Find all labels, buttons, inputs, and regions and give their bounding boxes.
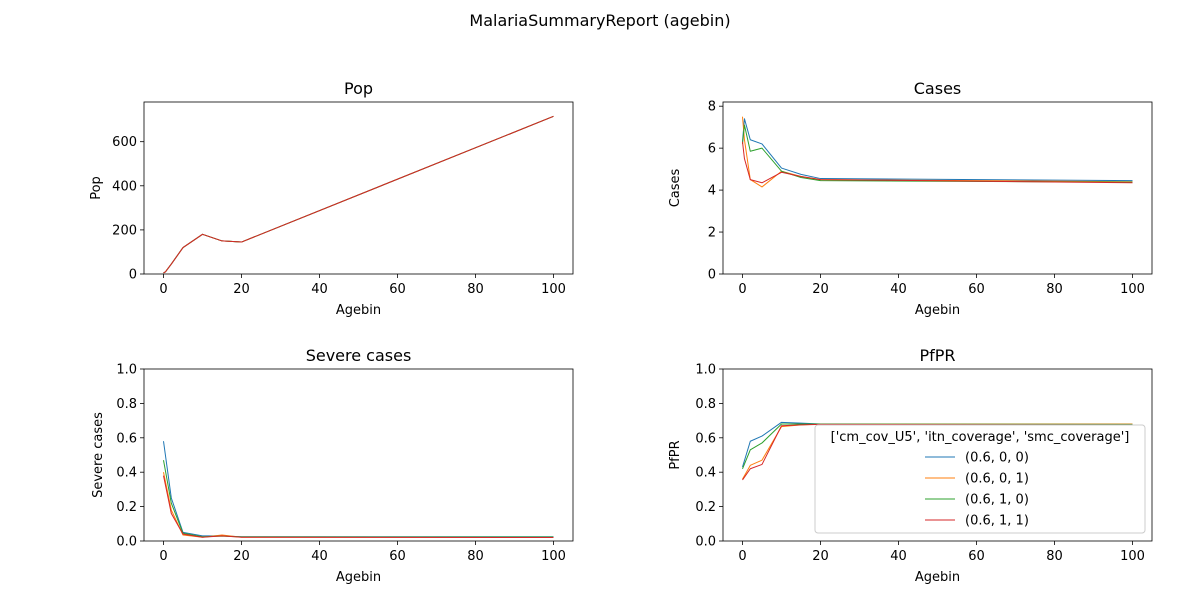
cases-axes-frame — [722, 101, 1153, 275]
cases-x-tick-label: 0 — [738, 282, 746, 297]
cases-y-tick-label: 6 — [708, 142, 716, 157]
pop-y-tick-label: 0 — [129, 268, 137, 283]
cases-x-tick-label: 100 — [1120, 282, 1145, 297]
pfpr-x-tick-label: 100 — [1120, 549, 1145, 564]
severe-cases-x-axis-label: Agebin — [336, 570, 381, 585]
pfpr-x-tick-label: 60 — [968, 549, 985, 564]
pop-series-line-0-6-1-1 — [163, 115, 554, 274]
pfpr-y-tick-label: 0.4 — [695, 466, 716, 481]
pop-series-lines — [163, 115, 554, 274]
severe-cases-y-axis-label: Severe cases — [91, 412, 106, 498]
cases-y-tick-label: 4 — [708, 184, 716, 199]
severe-cases-title: Severe cases — [306, 346, 412, 365]
severe-cases-series-line-0-6-0-1 — [163, 472, 554, 538]
pfpr-series-line-0-6-1-1 — [742, 423, 1133, 481]
cases-series-line-0-6-1-0 — [742, 124, 1133, 183]
pfpr-y-tick-label: 0.6 — [695, 431, 716, 446]
pfpr-series-lines — [742, 421, 1133, 481]
pop-axes-frame — [143, 101, 574, 275]
cases-y-tick-label: 2 — [708, 226, 716, 241]
pfpr-title: PfPR — [919, 346, 955, 365]
cases-y-tick-label: 8 — [708, 100, 716, 115]
pop-y-tick-label: 600 — [112, 135, 137, 150]
cases-series-lines — [742, 116, 1133, 188]
severe-cases-y-tick-label: 0.6 — [116, 431, 137, 446]
pfpr-x-tick-label: 0 — [738, 549, 746, 564]
cases-series-line-0-6-1-1 — [742, 141, 1133, 184]
pop-x-tick-label: 80 — [467, 282, 484, 297]
severe-cases-x-tick-label: 0 — [159, 549, 167, 564]
legend-entry-0-6-0-1: (0.6, 0, 1) — [965, 472, 1029, 487]
severe-cases-axes-frame — [143, 368, 574, 542]
pop-x-axis-label: Agebin — [336, 303, 381, 318]
severe-cases-series-lines — [163, 441, 554, 539]
pop-x-tick-label: 60 — [389, 282, 406, 297]
pfpr-x-tick-label: 20 — [812, 549, 829, 564]
severe-cases-x-tick-label: 40 — [311, 549, 328, 564]
pfpr-axes-frame — [722, 368, 1153, 542]
chart-panel-severe-cases: 0 20 40 60 80 100 0.0 0.2 0.4 0.6 0.8 1.0 Severe cas… — [91, 346, 574, 585]
pop-x-tick-label: 0 — [159, 282, 167, 297]
pfpr-y-tick-label: 1.0 — [695, 363, 716, 378]
pop-y-axis-label: Pop — [89, 176, 104, 200]
legend-title: ['cm_cov_U5', 'itn_coverage', 'smc_cover… — [831, 430, 1130, 445]
severe-cases-x-tick-label: 100 — [541, 549, 566, 564]
pop-title: Pop — [344, 79, 373, 98]
cases-series-line-0-6-0-0 — [742, 118, 1133, 182]
severe-cases-series-line-0-6-0-0 — [163, 441, 554, 538]
pfpr-y-tick-label: 0.8 — [695, 397, 716, 412]
severe-cases-x-tick-label: 20 — [233, 549, 250, 564]
severe-cases-y-tick-label: 1.0 — [116, 363, 137, 378]
cases-y-axis-label: Cases — [668, 168, 683, 207]
chart-panel-pop: 0 20 40 60 80 100 0 200 400 600 Pop Agebin Pop — [89, 79, 574, 318]
severe-cases-x-tick-label: 60 — [389, 549, 406, 564]
legend-entry-0-6-1-1: (0.6, 1, 1) — [965, 514, 1029, 529]
severe-cases-series-line-0-6-1-0 — [163, 460, 554, 538]
pop-y-tick-label: 200 — [112, 223, 137, 238]
figure-suptitle: MalariaSummaryReport (agebin) — [469, 11, 730, 30]
legend-entry-0-6-0-0: (0.6, 0, 0) — [965, 451, 1029, 466]
pop-x-tick-label: 100 — [541, 282, 566, 297]
cases-title: Cases — [914, 79, 962, 98]
legend-box — [814, 424, 1146, 534]
pfpr-x-tick-label: 40 — [890, 549, 907, 564]
pfpr-x-tick-label: 80 — [1046, 549, 1063, 564]
severe-cases-y-tick-label: 0.2 — [116, 500, 137, 515]
chart-panel-pfpr: 0 20 40 60 80 100 0.0 0.2 0.4 0.6 0.8 1.0 PfPR Agebin… — [668, 346, 1153, 585]
cases-x-tick-label: 40 — [890, 282, 907, 297]
cases-x-tick-label: 60 — [968, 282, 985, 297]
severe-cases-x-tick-label: 80 — [467, 549, 484, 564]
legend: ['cm_cov_U5', 'itn_coverage', 'smc_cover… — [814, 424, 1146, 534]
pfpr-y-axis-label: PfPR — [668, 440, 683, 469]
legend-entry-0-6-1-0: (0.6, 1, 0) — [965, 493, 1029, 508]
cases-x-tick-label: 20 — [812, 282, 829, 297]
pop-x-tick-label: 40 — [311, 282, 328, 297]
pfpr-y-tick-label: 0.0 — [695, 535, 716, 550]
severe-cases-series-line-0-6-1-1 — [163, 475, 554, 539]
pfpr-x-axis-label: Agebin — [915, 570, 960, 585]
severe-cases-y-tick-label: 0.8 — [116, 397, 137, 412]
severe-cases-y-tick-label: 0.0 — [116, 535, 137, 550]
chart-panel-cases: 0 20 40 60 80 100 0 2 4 6 8 Cases Agebin Cases — [668, 79, 1153, 318]
cases-x-axis-label: Agebin — [915, 303, 960, 318]
cases-y-tick-label: 0 — [708, 268, 716, 283]
pop-y-tick-label: 400 — [112, 179, 137, 194]
pfpr-y-tick-label: 0.2 — [695, 500, 716, 515]
cases-x-tick-label: 80 — [1046, 282, 1063, 297]
severe-cases-y-tick-label: 0.4 — [116, 466, 137, 481]
pop-x-tick-label: 20 — [233, 282, 250, 297]
